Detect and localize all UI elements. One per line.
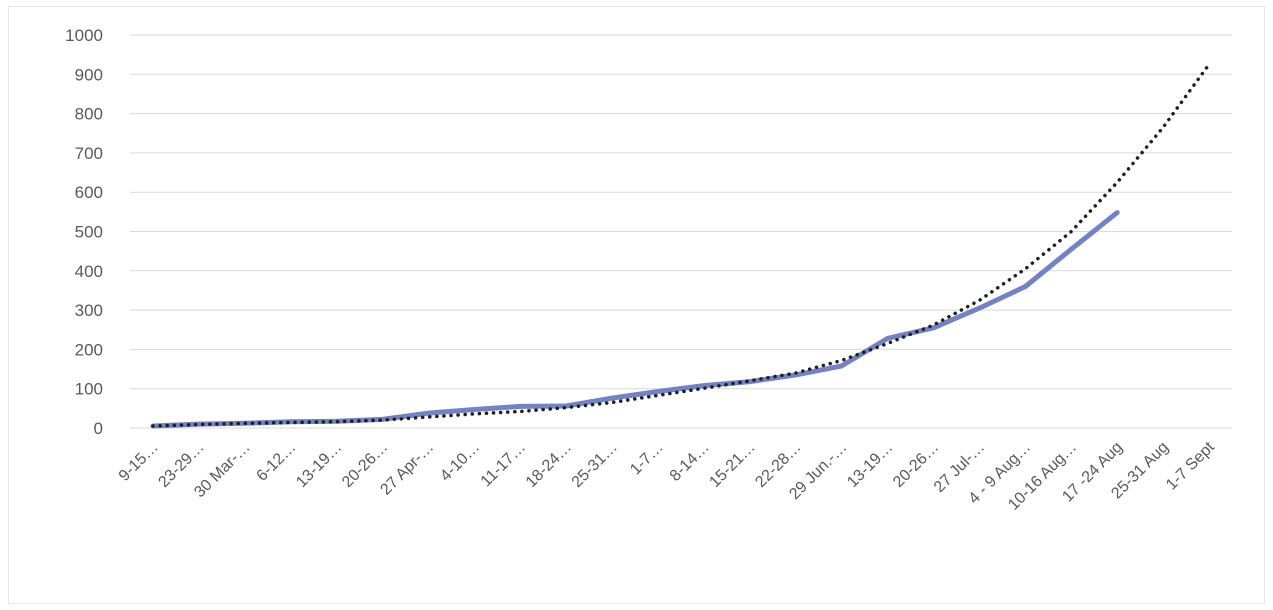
x-tick-label: 25-31… [569,439,621,491]
y-tick-label: 700 [75,144,103,163]
y-tick-label: 1000 [65,26,103,45]
x-tick-label: 4-10… [437,439,483,485]
x-tick-label: 9-15… [116,439,162,485]
x-tick-label: 11-17… [478,439,529,490]
data-series-line [153,213,1117,426]
x-tick-label: 15-21… [706,439,758,491]
x-tick-label: 1-7… [627,439,667,479]
y-tick-label: 900 [75,65,103,84]
y-tick-label: 600 [75,183,103,202]
y-tick-label: 300 [75,301,103,320]
y-tick-label: 500 [75,223,103,242]
y-tick-label: 0 [94,419,103,438]
series-lines [153,65,1209,427]
y-tick-label: 200 [75,340,103,359]
x-tick-label: 18-24… [523,439,575,491]
x-axis-tick-labels: 9-15…23-29…30 Mar-… 6-12…13-19…20-26…27 A… [116,438,1218,513]
trendline-series [153,65,1209,427]
x-tick-label: 1-7 Sept [1163,438,1218,493]
y-tick-label: 400 [75,262,103,281]
y-tick-label: 100 [75,380,103,399]
y-axis-tick-labels: 0 100 200 300 400 500 600 700 800 900 1000 [65,26,103,438]
x-tick-label: 13-19… [293,439,345,491]
x-tick-label: 13-19… [844,439,896,491]
y-tick-label: 800 [75,105,103,124]
x-tick-label: 6-12… [254,439,300,485]
gridlines [130,35,1232,428]
x-tick-label: 8-14… [667,439,713,485]
